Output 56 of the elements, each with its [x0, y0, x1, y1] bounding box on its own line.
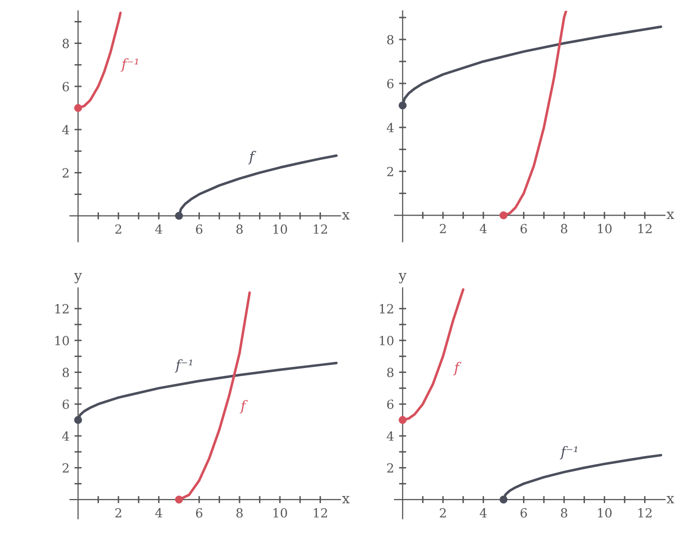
y-axis-title: y: [398, 272, 406, 284]
x-tick-label: 4: [155, 508, 162, 518]
x-tick-label: 8: [560, 508, 568, 518]
y-tick-label: 8: [387, 34, 394, 44]
y-tick-label: 6: [62, 400, 69, 410]
x-tick-label: 8: [236, 224, 243, 234]
x-tick-label: 10: [598, 508, 612, 518]
y-tick-label: 10: [380, 336, 394, 346]
series-label: f: [453, 362, 462, 376]
series-label: f⁻¹: [120, 58, 138, 72]
x-axis-title: x: [666, 212, 674, 219]
y-tick-label: 8: [62, 38, 69, 48]
x-tick-label: 8: [560, 224, 568, 234]
series-label: f: [240, 400, 248, 414]
x-axis-title: x: [342, 496, 350, 504]
y-tick-label: 4: [62, 125, 70, 134]
x-axis-title: x: [666, 496, 674, 504]
y-tick-label: 10: [55, 336, 69, 346]
y-axis-title: y: [74, 272, 82, 284]
x-tick-label: 2: [115, 508, 122, 518]
series-label: f⁻¹: [560, 446, 578, 460]
y-tick-label: 12: [380, 304, 394, 314]
x-tick-label: 6: [196, 508, 202, 518]
y-tick-label: 2: [387, 463, 394, 473]
x-tick-label: 4: [155, 224, 162, 234]
y-tick-label: 8: [62, 368, 69, 378]
x-tick-label: 2: [115, 224, 122, 234]
y-tick-label: 4: [386, 122, 394, 132]
x-tick-label: 2: [440, 508, 446, 518]
x-tick-label: 4: [480, 224, 487, 234]
series-label: f: [248, 150, 256, 164]
y-tick-label: 6: [387, 400, 394, 410]
x-tick-label: 6: [520, 508, 527, 518]
y-tick-label: 2: [387, 166, 394, 176]
x-tick-label: 6: [520, 224, 527, 234]
y-tick-label: 8: [387, 368, 394, 378]
series-label: f⁻¹: [174, 359, 192, 373]
x-tick-label: 10: [273, 224, 288, 234]
x-tick-label: 12: [314, 224, 327, 234]
x-tick-label: 12: [638, 508, 652, 518]
x-tick-label: 4: [480, 508, 487, 518]
x-tick-label: 12: [638, 224, 652, 234]
x-tick-label: 10: [598, 224, 612, 234]
x-tick-label: 8: [236, 508, 243, 518]
y-tick-label: 2: [62, 463, 69, 473]
y-tick-label: 12: [55, 304, 69, 314]
y-tick-label: 4: [386, 431, 394, 441]
y-tick-label: 6: [62, 82, 69, 92]
y-tick-label: 4: [62, 431, 70, 441]
x-tick-label: 10: [273, 508, 288, 518]
x-tick-label: 12: [314, 508, 327, 518]
y-tick-label: 2: [62, 168, 69, 178]
x-tick-label: 6: [196, 224, 202, 234]
x-tick-label: 2: [440, 224, 446, 234]
y-tick-label: 6: [387, 78, 394, 88]
x-axis-title: x: [342, 212, 350, 220]
